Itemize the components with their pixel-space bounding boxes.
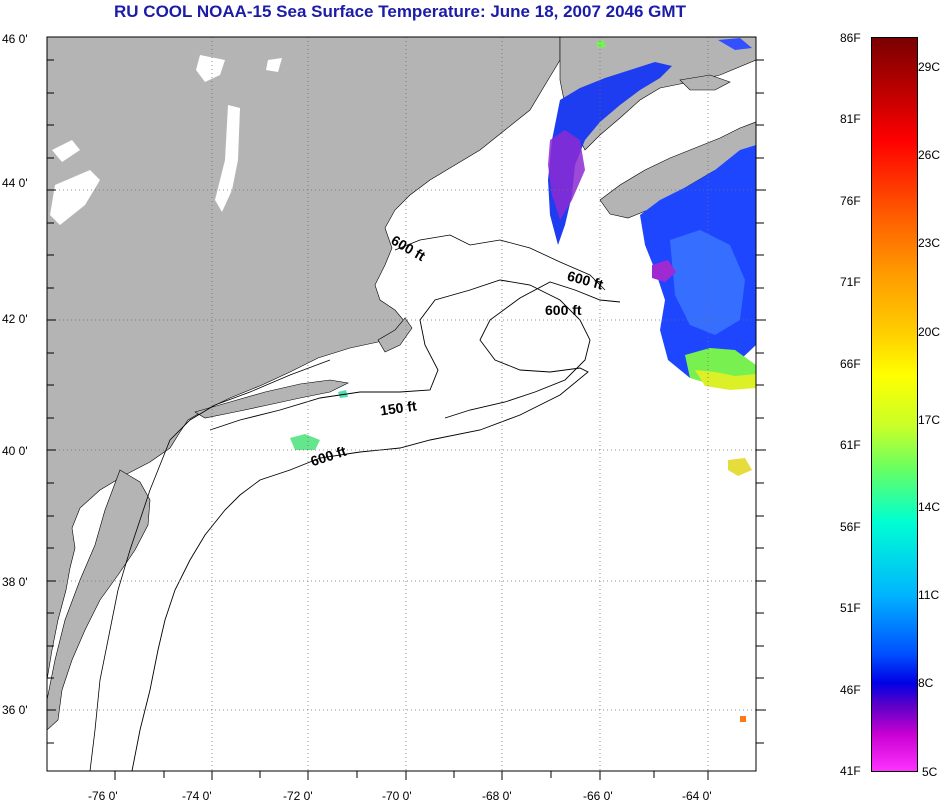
- colorbar-c-8: 8C: [918, 676, 934, 690]
- map-title: RU COOL NOAA-15 Sea Surface Temperature:…: [114, 2, 686, 21]
- lat-label-44: 44 0': [2, 176, 28, 190]
- land-nova-scotia: [599, 121, 756, 219]
- sst-yellow-spots-east: [728, 458, 752, 476]
- colorbar-c-17: 17C: [918, 413, 941, 427]
- colorbar-f-66: 66F: [840, 357, 861, 371]
- land-cape-cod: [377, 317, 413, 353]
- lat-label-38: 38 0': [2, 575, 28, 589]
- lat-label-40: 40 0': [2, 444, 28, 458]
- sst-bay-purple: [548, 130, 585, 220]
- lon-label-64: -64 0': [682, 789, 712, 803]
- sst-green-patch-gb: [290, 434, 320, 450]
- lon-label-74: -74 0': [182, 789, 212, 803]
- contour-label-600ft-gb: 600 ft: [545, 302, 582, 318]
- land-delmarva: [47, 469, 151, 731]
- lake-5: [266, 58, 282, 72]
- colorbar-c-23: 23C: [918, 236, 941, 250]
- lat-label-46: 46 0': [2, 32, 28, 46]
- land-mainland-us: [47, 37, 561, 681]
- land-pei: [679, 74, 731, 91]
- contour-inner-shelf: [89, 359, 331, 771]
- sst-teal-spot: [338, 390, 348, 398]
- colorbar-f-61: 61F: [840, 438, 861, 452]
- lon-label-68: -68 0': [482, 789, 512, 803]
- temperature-colorbar: [871, 37, 918, 772]
- colorbar-f-41: 41F: [840, 764, 861, 778]
- sst-green-spot-top: [596, 40, 606, 48]
- colorbar-c-14: 14C: [918, 500, 941, 514]
- contour-600ft: [131, 281, 621, 771]
- lon-label-66: -66 0': [583, 789, 613, 803]
- colorbar-f-51: 51F: [840, 601, 861, 615]
- lon-label-72: -72 0': [283, 789, 313, 803]
- sst-yellow-edge: [695, 370, 756, 390]
- sst-bay-of-fundy: [548, 62, 672, 245]
- sst-blue-spot-nb: [718, 38, 752, 50]
- lake-3: [50, 170, 100, 225]
- lake-4: [52, 140, 80, 162]
- colorbar-c-29: 29C: [918, 60, 941, 74]
- colorbar-f-56: 56F: [840, 520, 861, 534]
- sst-scotian-lighter: [670, 230, 745, 335]
- colorbar-f-76: 76F: [840, 194, 861, 208]
- colorbar-f-71: 71F: [840, 275, 861, 289]
- colorbar-c-5: 5C: [922, 765, 938, 779]
- lon-label-76: -76 0': [88, 789, 118, 803]
- colorbar-c-20: 20C: [918, 325, 941, 339]
- lat-label-42: 42 0': [2, 312, 28, 326]
- tick-marks: [47, 59, 766, 780]
- colorbar-f-81: 81F: [840, 112, 861, 126]
- sst-orange-spot: [740, 716, 746, 722]
- contour-gulf-maine: [394, 234, 606, 291]
- colorbar-c-26: 26C: [918, 148, 941, 162]
- lake-1: [196, 55, 225, 82]
- lat-label-36: 36 0': [2, 703, 28, 717]
- lake-2: [215, 105, 240, 212]
- land-long-island: [194, 379, 349, 419]
- map-frame: [46, 36, 757, 772]
- lon-label-70: -70 0': [382, 789, 412, 803]
- colorbar-f-86: 86F: [840, 31, 861, 45]
- colorbar-c-11: 11C: [918, 588, 940, 602]
- contour-150ft: [209, 279, 591, 431]
- colorbar-f-46: 46F: [840, 683, 861, 697]
- sst-purple-spot: [652, 260, 676, 282]
